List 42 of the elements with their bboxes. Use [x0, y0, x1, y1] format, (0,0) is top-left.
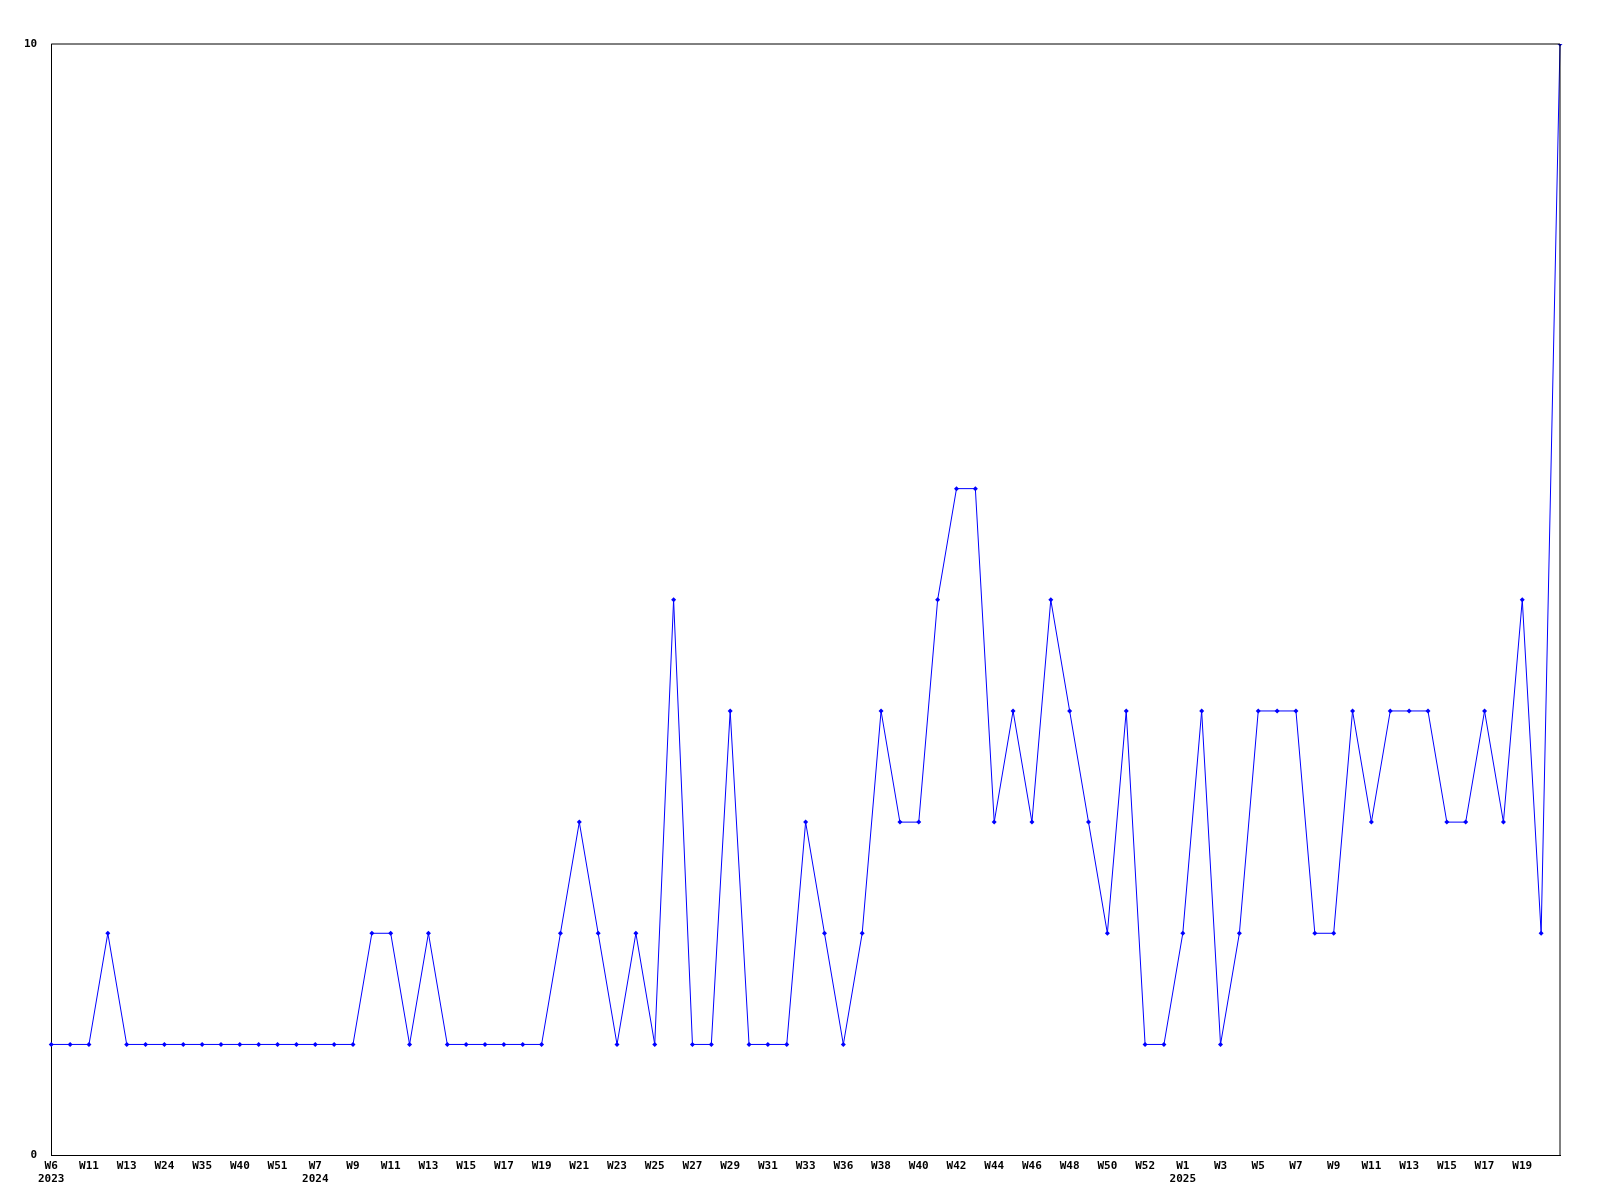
- x-tick-label: W24: [154, 1159, 175, 1173]
- x-tick-label: W11: [380, 1159, 402, 1173]
- x-tick-label: W9: [346, 1159, 360, 1173]
- x-tick-label: W23: [607, 1159, 627, 1173]
- x-tick-label: W15: [1436, 1159, 1457, 1173]
- x-tick-label: W27: [682, 1159, 703, 1173]
- x-tick-label: W3: [1213, 1159, 1228, 1173]
- x-tick-label: W40: [229, 1159, 250, 1173]
- x-tick-label: W31: [757, 1159, 779, 1173]
- x-tick-label: W21: [569, 1159, 590, 1173]
- x-tick-label: W19: [1512, 1159, 1533, 1173]
- x-tick-label: W29: [720, 1159, 741, 1173]
- x-tick-label: W13: [116, 1159, 137, 1173]
- x-tick-label: W7: [1289, 1159, 1303, 1173]
- x-tick-label: W5: [1251, 1159, 1265, 1173]
- x-tick-label: W19: [531, 1159, 552, 1173]
- x-tick-label: W51: [267, 1159, 288, 1173]
- x-tick-label: W44: [984, 1159, 1005, 1173]
- x-tick-label: W9: [1327, 1159, 1341, 1173]
- y-tick-label: 0: [30, 1148, 38, 1162]
- x-tick-label: W11: [1361, 1159, 1382, 1173]
- x-tick-label: W17: [493, 1159, 514, 1173]
- x-tick-label: W15: [456, 1159, 477, 1173]
- x-tick-label: W6 2023: [38, 1159, 65, 1186]
- y-tick-label: 10: [24, 36, 38, 50]
- x-tick-label: W36: [833, 1159, 854, 1173]
- x-tick-label: W42: [946, 1159, 967, 1173]
- x-tick-label: W25: [644, 1159, 665, 1173]
- x-tick-label: W52: [1135, 1159, 1156, 1173]
- x-tick-label: W50: [1097, 1159, 1118, 1173]
- x-tick-label: W33: [795, 1159, 816, 1173]
- x-tick-label: W13: [1399, 1159, 1420, 1173]
- x-tick-label: W7 2024: [302, 1159, 329, 1186]
- x-tick-label: W48: [1059, 1159, 1080, 1173]
- x-tick-label: W13: [418, 1159, 439, 1173]
- x-tick-label: W38: [871, 1159, 891, 1173]
- x-tick-label: W17: [1474, 1159, 1495, 1173]
- x-tick-label: W1 2025: [1169, 1159, 1197, 1186]
- x-tick-label: W11: [79, 1159, 100, 1173]
- x-tick-label: W40: [908, 1159, 929, 1173]
- x-tick-label: W35: [192, 1159, 213, 1173]
- x-tick-label: W46: [1022, 1159, 1043, 1173]
